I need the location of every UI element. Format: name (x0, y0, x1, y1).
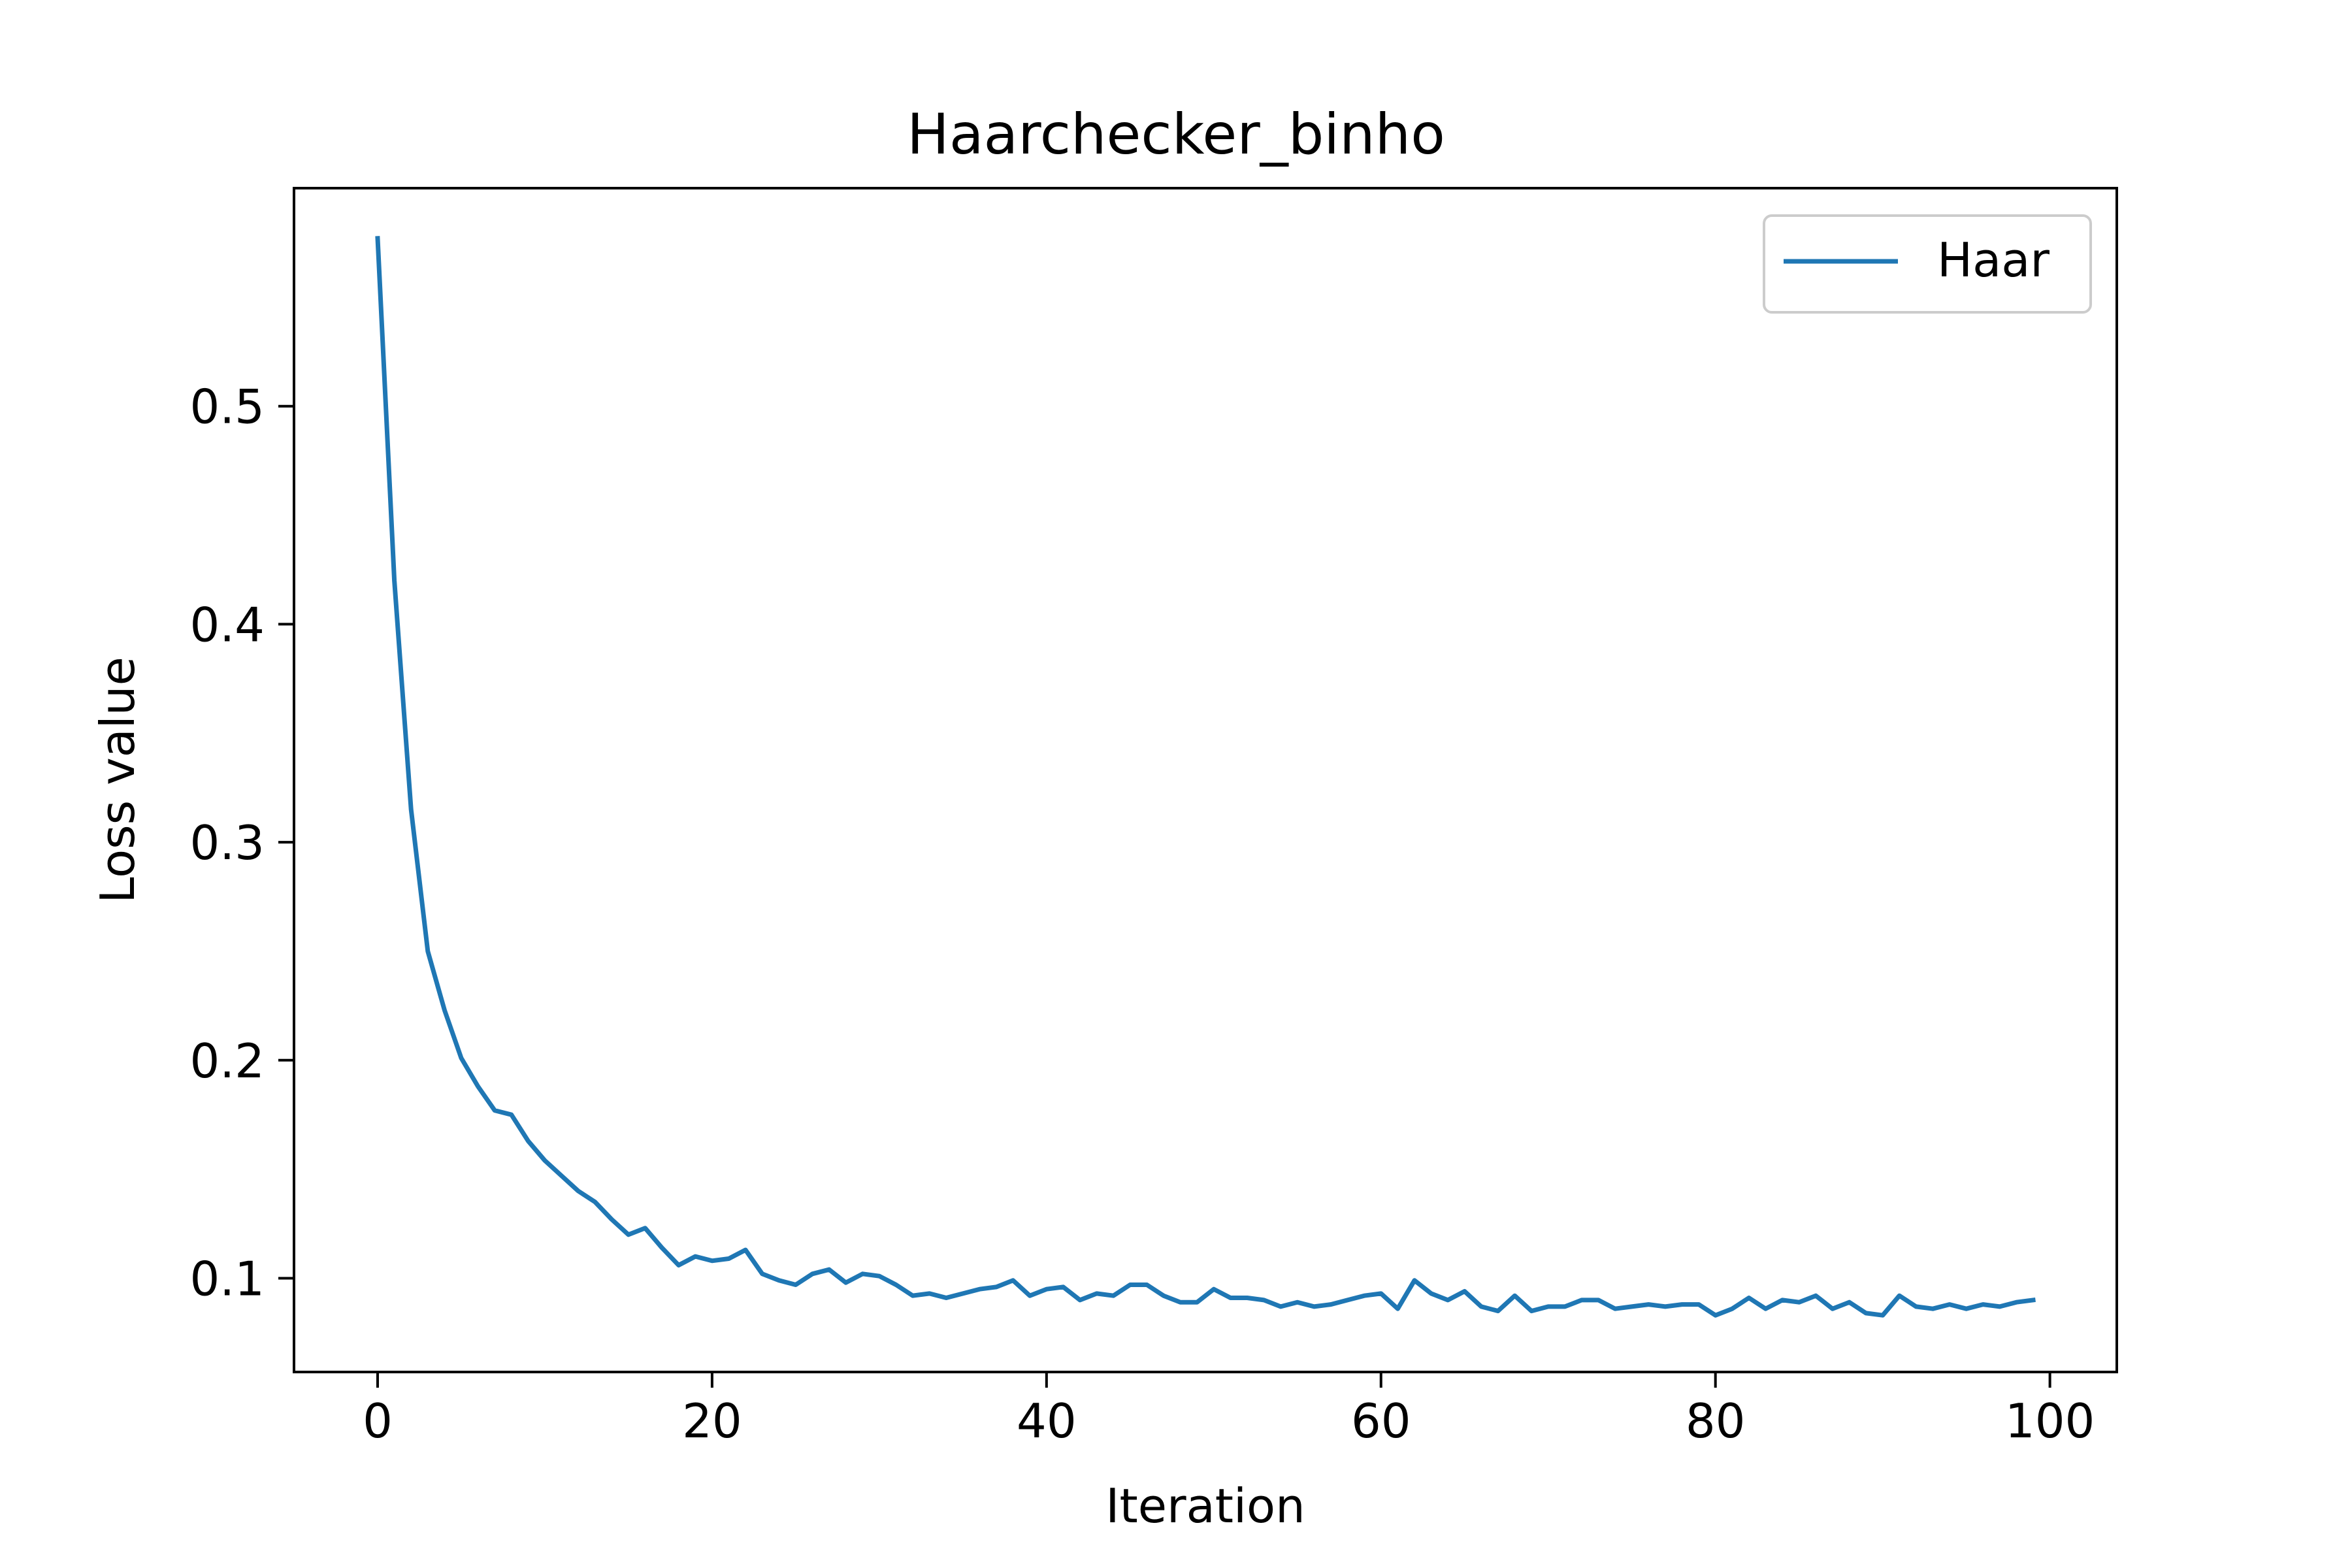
x-tick-label: 60 (1351, 1394, 1411, 1448)
y-tick-label: 0.1 (189, 1252, 265, 1307)
y-tick-label: 0.2 (189, 1034, 265, 1088)
y-tick-label: 0.5 (189, 380, 265, 434)
chart-title: Haarchecker_binho (907, 102, 1445, 167)
x-tick-label: 20 (682, 1394, 742, 1448)
x-axis-label: Iteration (1105, 1478, 1305, 1533)
plot-frame (293, 187, 2118, 1373)
x-tick-label: 100 (2005, 1394, 2095, 1448)
series-line-haar (375, 236, 2036, 1318)
y-tick-label: 0.3 (189, 815, 265, 870)
legend-box (1763, 214, 2092, 314)
x-axis: 0 20 40 60 80 100 (363, 1372, 2095, 1448)
x-tick-label: 0 (363, 1394, 393, 1448)
x-tick-label: 80 (1686, 1394, 1746, 1448)
y-tick-label: 0.4 (189, 597, 265, 652)
y-axis: 0.1 0.2 0.3 0.4 0.5 (189, 380, 294, 1307)
x-tick-label: 40 (1017, 1394, 1077, 1448)
plot-area (375, 236, 2036, 1318)
y-axis-label: Loss value (90, 657, 145, 903)
legend-label-haar: Haar (1937, 233, 2050, 287)
legend: Haar (1763, 214, 2092, 314)
